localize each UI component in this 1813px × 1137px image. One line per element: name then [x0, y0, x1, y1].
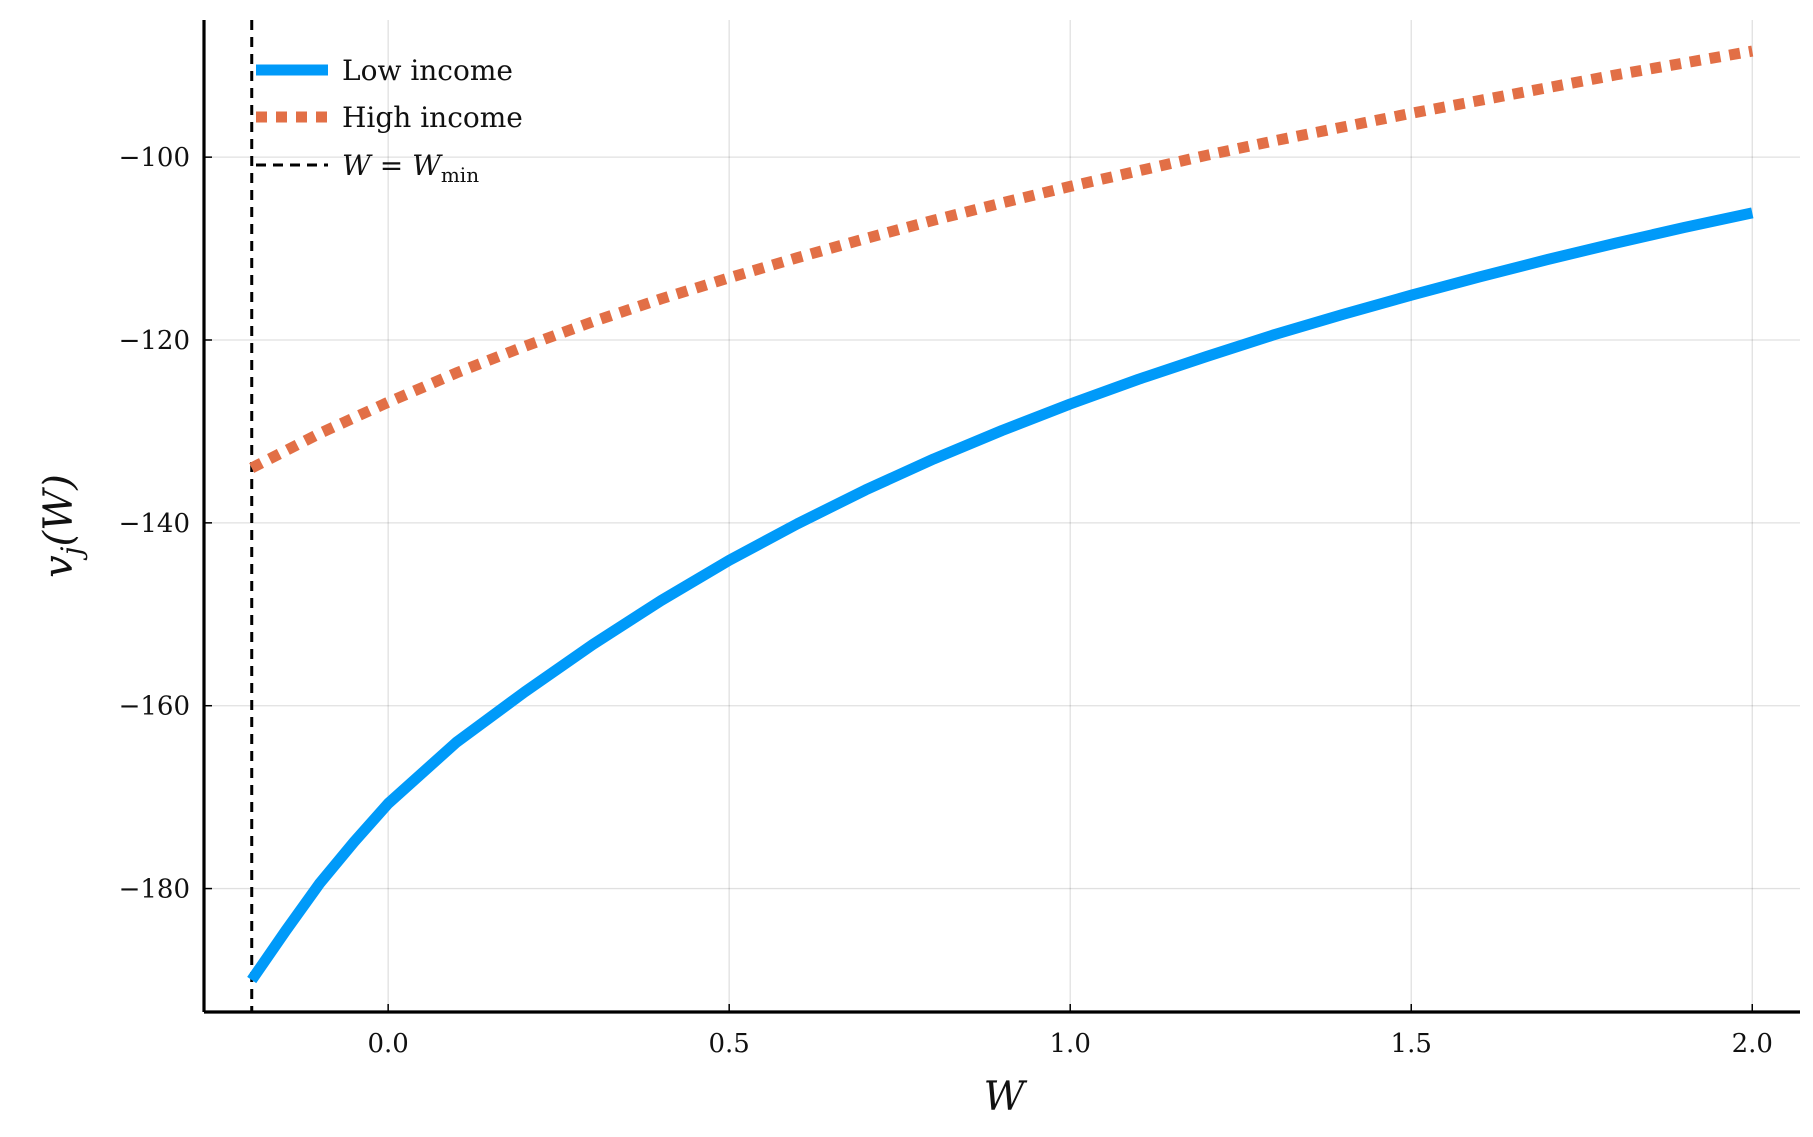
legend-label-high-income: High income	[342, 101, 523, 134]
series-line-low-income	[247, 207, 1754, 984]
y-tick-label: −100	[119, 143, 190, 173]
series-group	[247, 20, 1754, 1012]
axes	[202, 20, 1800, 1014]
x-tick-label: 0.0	[367, 1029, 408, 1059]
tick-labels: 0.0 0.5 1.0 1.5 2.0 −180 −160 −140 −120 −100	[119, 143, 1773, 1059]
series-line-high-income	[249, 45, 1754, 473]
y-tick-label: −140	[119, 509, 190, 539]
y-tick-label: −160	[119, 692, 190, 722]
y-tick-label: −120	[119, 326, 190, 356]
x-tick-label: 1.5	[1391, 1029, 1432, 1059]
axis-labels: Wvj(W)	[36, 474, 1027, 1120]
legend-label-wmin: W = Wmin	[342, 149, 479, 187]
x-tick-label: 1.0	[1050, 1029, 1091, 1059]
x-tick-label: 0.5	[708, 1029, 749, 1059]
y-tick-label: −180	[119, 875, 190, 905]
legend: Low income High income W = Wmin	[256, 54, 523, 187]
legend-label-low-income: Low income	[342, 54, 513, 87]
y-axis-label: vj(W)	[36, 474, 88, 578]
x-tick-label: 2.0	[1732, 1029, 1773, 1059]
x-axis-label: W	[983, 1074, 1027, 1120]
